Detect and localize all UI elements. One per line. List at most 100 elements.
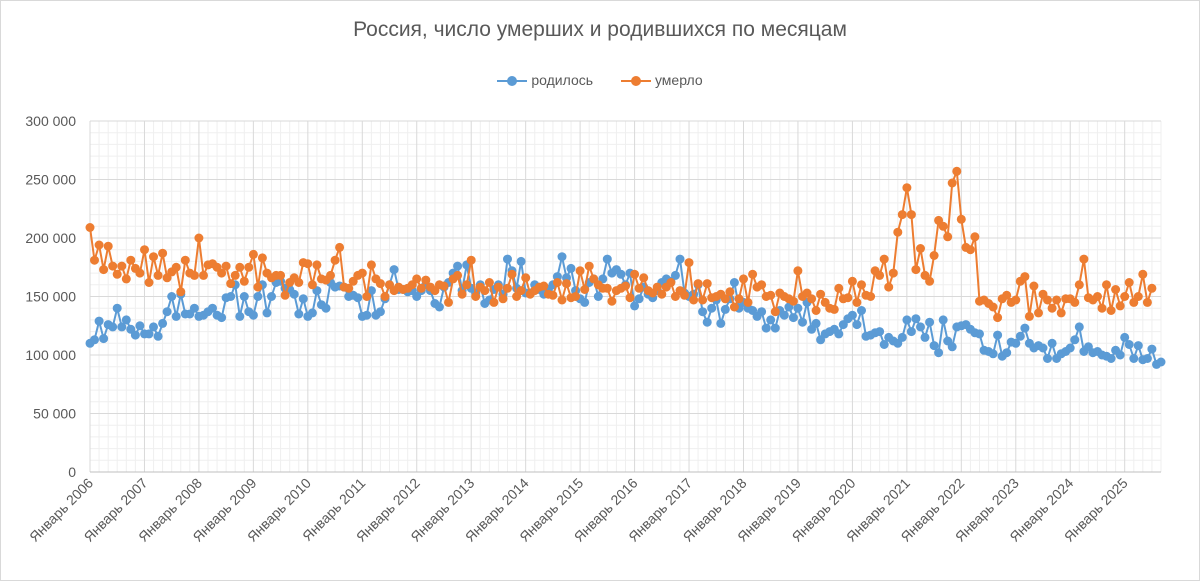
data-point-deaths — [1120, 292, 1130, 301]
data-point-deaths — [866, 292, 876, 301]
data-point-deaths — [444, 297, 453, 307]
data-point-deaths — [584, 261, 594, 271]
data-point-deaths — [893, 227, 903, 237]
data-point-births — [112, 303, 122, 313]
data-point-deaths — [366, 260, 376, 270]
data-point-deaths — [739, 274, 748, 284]
legend-item-births[interactable]: родилось — [497, 72, 593, 88]
data-point-births — [149, 322, 158, 332]
data-point-births — [262, 308, 272, 318]
data-point-births — [707, 303, 717, 313]
data-point-births — [248, 310, 258, 320]
data-point-births — [757, 307, 767, 317]
data-point-deaths — [1011, 295, 1021, 305]
data-point-deaths — [276, 270, 286, 280]
data-point-deaths — [947, 178, 957, 188]
data-point-deaths — [94, 240, 104, 250]
legend-item-deaths[interactable]: умерло — [620, 72, 703, 88]
data-point-births — [993, 330, 1003, 340]
data-point-deaths — [362, 292, 372, 301]
data-point-births — [1142, 354, 1152, 363]
data-point-deaths — [235, 262, 245, 272]
data-point-births — [1070, 335, 1080, 345]
data-point-deaths — [788, 296, 798, 306]
data-point-births — [121, 315, 131, 325]
data-point-deaths — [1070, 297, 1080, 307]
data-point-deaths — [807, 294, 817, 304]
data-point-deaths — [571, 292, 581, 301]
data-point-births — [1124, 340, 1134, 349]
data-point-births — [298, 294, 308, 304]
data-point-births — [90, 335, 99, 345]
data-point-deaths — [621, 281, 630, 291]
data-point-deaths — [521, 273, 531, 283]
data-point-deaths — [1124, 278, 1134, 287]
data-point-births — [729, 278, 739, 287]
data-point-deaths — [312, 260, 322, 270]
data-point-births — [938, 315, 948, 325]
data-point-deaths — [902, 183, 912, 193]
data-point-deaths — [965, 245, 975, 255]
data-point-deaths — [1052, 295, 1062, 305]
data-point-births — [602, 254, 612, 264]
data-point-births — [1147, 344, 1157, 354]
data-point-births — [798, 317, 807, 327]
legend-marker-deaths-icon — [620, 75, 651, 87]
data-point-births — [920, 332, 930, 342]
data-point-births — [557, 252, 567, 262]
data-point-births — [925, 317, 935, 327]
data-point-births — [916, 322, 925, 332]
data-point-deaths — [943, 232, 953, 242]
data-point-deaths — [580, 285, 590, 294]
data-point-births — [217, 313, 227, 323]
data-point-deaths — [857, 280, 866, 290]
data-point-deaths — [466, 255, 476, 265]
data-point-births — [698, 307, 708, 317]
data-point-deaths — [484, 278, 494, 287]
data-point-births — [253, 292, 263, 301]
data-point-deaths — [1147, 283, 1157, 293]
data-point-births — [857, 306, 866, 315]
data-point-births — [1065, 343, 1075, 353]
data-point-deaths — [1029, 281, 1039, 291]
data-point-deaths — [498, 294, 508, 304]
data-point-deaths — [226, 279, 236, 289]
data-point-deaths — [171, 262, 181, 272]
data-point-deaths — [897, 210, 907, 220]
data-point-births — [761, 323, 771, 333]
legend-marker-births-icon — [497, 75, 528, 87]
data-point-births — [130, 330, 140, 340]
data-point-births — [788, 313, 798, 323]
data-point-deaths — [158, 248, 168, 258]
data-point-deaths — [925, 276, 935, 286]
data-point-deaths — [766, 290, 776, 300]
data-point-births — [171, 311, 181, 321]
data-point-births — [1133, 341, 1143, 351]
data-point-deaths — [657, 289, 667, 299]
data-point-deaths — [239, 276, 249, 286]
data-point-deaths — [562, 279, 571, 289]
data-point-deaths — [875, 270, 885, 280]
data-point-deaths — [607, 296, 617, 306]
data-point-deaths — [884, 282, 894, 292]
data-point-deaths — [652, 282, 662, 292]
data-point-births — [1038, 343, 1048, 353]
data-point-deaths — [294, 278, 304, 287]
data-point-deaths — [199, 270, 208, 280]
data-point-births — [503, 254, 512, 264]
data-point-births — [226, 292, 236, 301]
data-point-deaths — [816, 289, 826, 299]
data-point-births — [289, 289, 299, 299]
data-point-deaths — [693, 279, 703, 289]
data-point-deaths — [843, 293, 853, 303]
data-point-deaths — [248, 249, 258, 259]
data-point-deaths — [988, 302, 998, 312]
data-point-deaths — [938, 221, 948, 231]
data-point-births — [321, 303, 331, 313]
data-point-births — [947, 342, 957, 352]
data-point-deaths — [416, 283, 426, 293]
data-point-deaths — [702, 279, 712, 289]
data-point-deaths — [956, 214, 966, 224]
data-point-deaths — [230, 270, 240, 280]
